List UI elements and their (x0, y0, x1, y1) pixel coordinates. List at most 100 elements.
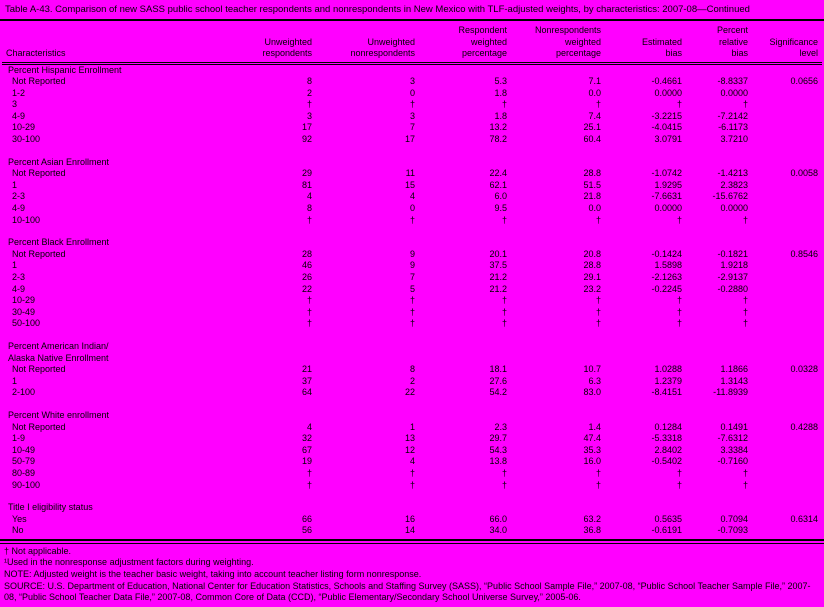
table-row: No 56 14 34.0 36.8 -0.6191 -0.7093 (2, 525, 822, 537)
cell-value: 66 (301, 513, 312, 524)
cell-value: 0.7094 (720, 513, 748, 524)
cell-value: 2.3823 (720, 179, 748, 190)
cell-value: 1.9295 (654, 179, 682, 190)
cell-value (752, 295, 822, 307)
title-rule (0, 19, 824, 21)
cell-value (752, 215, 822, 227)
cell-value: 46 (301, 260, 312, 271)
table-row: 1 46 9 37.5 28.8 1.5898 1.9218 (2, 260, 822, 272)
row-label: 1-9 (12, 433, 26, 444)
cell-value: 23.2 (583, 283, 601, 294)
table-row: 30-49 † † † † † † (2, 307, 822, 319)
cell-value: 54.2 (489, 387, 507, 398)
cell-value: 0.0 (588, 87, 601, 98)
cell-value: † (501, 306, 507, 317)
cell-value: † (595, 467, 601, 478)
row-label: 90-100 (12, 479, 41, 490)
cell-value: -0.1424 (651, 248, 682, 259)
table-row: 10-49 67 12 54.3 35.3 2.8402 3.3384 (2, 445, 822, 457)
section-label: Percent American Indian/ Alaska Native E… (8, 340, 109, 363)
cell-value: 81 (301, 179, 312, 190)
cell-value: 5.3 (494, 76, 507, 87)
cell-value: -4.0415 (651, 122, 682, 133)
spacer-row (2, 226, 822, 237)
table-row: 50-79 19 4 13.8 16.0 -0.5402 -0.7160 (2, 456, 822, 468)
row-label: 10-29 (12, 295, 36, 306)
cell-value: 54.3 (489, 444, 507, 455)
cell-value: 62.1 (489, 179, 507, 190)
row-label: Not Reported (12, 364, 66, 375)
cell-value: 28 (301, 248, 312, 259)
cell-value: † (306, 467, 312, 478)
cell-value: † (306, 99, 312, 110)
cell-value: 2.3 (494, 421, 507, 432)
table-row: 1 81 15 62.1 51.5 1.9295 2.3823 (2, 180, 822, 192)
cell-value: 14 (404, 525, 415, 536)
spacer-cell (2, 491, 822, 502)
cell-value: 10.7 (583, 364, 601, 375)
cell-value: † (595, 318, 601, 329)
cell-value: -7.2142 (717, 110, 748, 121)
cell-value (752, 180, 822, 192)
footnote-note: NOTE: Adjusted weight is the teacher bas… (4, 569, 422, 580)
cell-value: 8 (306, 76, 312, 87)
cell-value: -6.1173 (718, 122, 748, 133)
cell-value: 9 (409, 260, 415, 271)
cell-value: 2 (409, 375, 415, 386)
cell-value: -0.2880 (717, 283, 748, 294)
cell-value: -0.4661 (651, 76, 682, 87)
row-label: 1 (12, 260, 18, 271)
cell-value: 0.1491 (720, 421, 748, 432)
cell-value (752, 88, 822, 100)
row-label: 10-49 (12, 444, 36, 455)
bottom-rule (0, 538, 824, 544)
header-row: Characteristics Unweighted respondents Unw… (2, 21, 822, 65)
cell-value: † (409, 295, 415, 306)
cell-value: 0.0058 (790, 168, 818, 179)
cell-value: 13 (404, 433, 415, 444)
cell-value (752, 99, 822, 111)
cell-value: 15 (404, 179, 415, 190)
cell-value (752, 191, 822, 203)
cell-value (752, 445, 822, 457)
cell-value (752, 260, 822, 272)
table-row: 1-2 2 0 1.8 0.0 0.0000 0.0000 (2, 88, 822, 100)
cell-value: -15.6762 (712, 191, 748, 202)
table-row: 1-9 32 13 29.7 47.4 -5.3318 -7.6312 (2, 433, 822, 445)
cell-value: † (595, 479, 601, 490)
cell-value: -3.2215 (651, 110, 682, 121)
cell-value: † (742, 479, 748, 490)
row-label: Not Reported (12, 248, 66, 259)
cell-value: 3 (306, 110, 312, 121)
row-label: 30-100 (12, 134, 41, 145)
row-label: 1 (12, 179, 18, 190)
section-label: Percent Black Enrollment (8, 237, 110, 248)
section-label: Percent Hispanic Enrollment (8, 64, 122, 75)
cell-value: 92 (301, 134, 312, 145)
cell-value: † (595, 306, 601, 317)
cell-value: 7 (409, 122, 415, 133)
cell-value: 7.1 (588, 76, 601, 87)
cell-value (752, 203, 822, 215)
section-label: Title I eligibility status (8, 502, 93, 513)
cell-value: 4 (306, 421, 312, 432)
row-label: 80-89 (12, 467, 36, 478)
cell-value: † (306, 295, 312, 306)
cell-value (752, 307, 822, 319)
cell-value: 56 (301, 525, 312, 536)
row-label: 2-3 (12, 272, 26, 282)
cell-value: † (676, 479, 682, 490)
cell-value: 3 (409, 110, 415, 121)
cell-value: 27.6 (489, 375, 507, 386)
cell-value: 1.5898 (654, 260, 682, 271)
cell-value: 67 (301, 444, 312, 455)
cell-value (752, 284, 822, 296)
cell-value: -0.7160 (717, 456, 748, 467)
spacer-row (2, 330, 822, 341)
cell-value: 36.8 (583, 525, 601, 536)
cell-value: 20.8 (583, 248, 601, 259)
row-label: Yes (12, 513, 27, 524)
row-label: 50-100 (12, 318, 41, 329)
row-label: No (12, 525, 24, 536)
cell-value: 37.5 (489, 260, 507, 271)
